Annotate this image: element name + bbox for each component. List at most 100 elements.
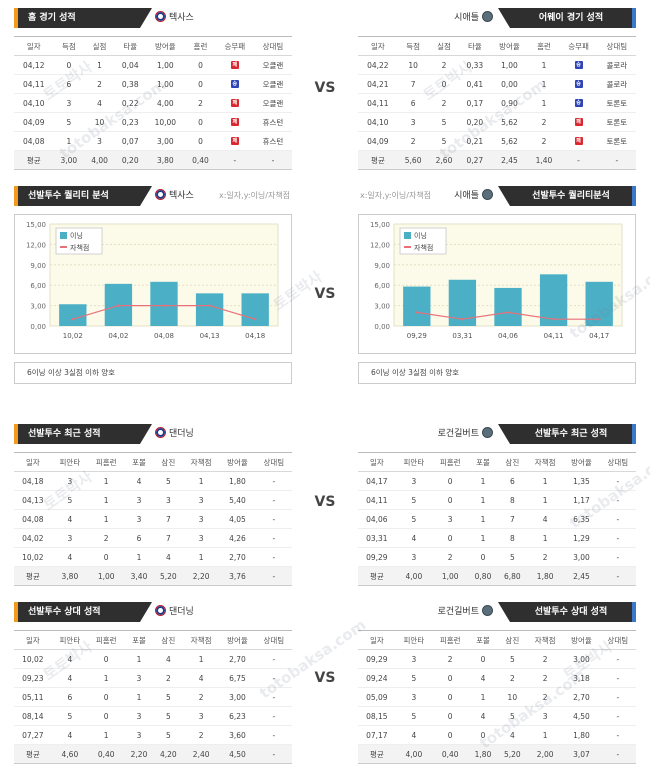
table-cell: 4: [395, 725, 433, 745]
average-row: 평균 3,80 1,00 3,40 5,20 2,20 3,76-: [14, 566, 292, 586]
table-cell: -: [599, 509, 636, 529]
table-cell: 3: [395, 649, 433, 669]
table-cell: 4: [51, 725, 89, 745]
average-cell: 평균: [358, 150, 398, 170]
table-cell: 2: [526, 668, 564, 688]
table-cell: 2: [84, 74, 115, 94]
table-cell: 0: [88, 706, 125, 726]
table-cell: 04,21: [358, 74, 398, 94]
table-cell: 5: [53, 112, 85, 132]
table-cell: 3: [53, 93, 85, 113]
column-header: 일자: [358, 630, 396, 650]
table-cell: 04,02: [14, 528, 52, 548]
quality-note: 6이닝 이상 3실점 이하 양호: [358, 362, 636, 384]
column-header: 포볼: [124, 452, 154, 472]
column-header: 자책점: [182, 452, 220, 472]
vs-label: VS: [314, 80, 336, 96]
average-row: 평균 3,00 4,00 0,20 3,80 0,40- -: [14, 150, 292, 170]
table-cell: 04,11: [358, 490, 396, 510]
x-tick-label: 04,17: [589, 332, 609, 340]
pitcher-label: 로건길버트: [438, 424, 496, 444]
table-row: 09,23 4 1 3 2 4 6,75-: [14, 668, 292, 688]
column-header: 일자: [358, 452, 396, 472]
table-cell: 04,13: [14, 490, 52, 510]
column-header: 상대팀: [597, 36, 636, 56]
table-cell: 2: [182, 725, 220, 745]
rangers-logo-icon: [155, 427, 166, 438]
table-cell: 1: [124, 649, 154, 669]
table-cell: 0: [185, 55, 216, 75]
result-cell: 승: [559, 55, 598, 75]
table-cell: 4: [468, 668, 498, 688]
table-row: 04,10 3 5 0,20 5,62 2 패 토론토: [358, 112, 636, 132]
average-cell: 3,80: [145, 150, 186, 170]
result-cell: 승: [559, 74, 598, 94]
table-cell: 0,41: [459, 74, 491, 94]
table-cell: 1: [84, 55, 115, 75]
column-header: 방어율: [490, 36, 529, 56]
table-cell: 04,08: [14, 509, 52, 529]
legend-box: [399, 227, 447, 255]
table-row: 04,11 6 2 0,17 0,90 1 승 토론토: [358, 93, 636, 113]
vs-label: VS: [314, 494, 336, 510]
average-cell: 2,60: [428, 150, 460, 170]
table-cell: 0,04: [114, 55, 146, 75]
column-header: 삼진: [153, 452, 183, 472]
table-cell: 4,50: [563, 706, 600, 726]
table-cell: 09,29: [358, 547, 396, 567]
point-earned-runs: [461, 318, 464, 321]
legend-label-innings: 이닝: [70, 231, 83, 240]
column-header: 피홈런: [88, 630, 125, 650]
column-header: 타율: [114, 36, 146, 56]
average-cell: 4,00: [84, 150, 115, 170]
table-cell: 0: [468, 547, 498, 567]
table-cell: 2: [526, 687, 564, 707]
table-cell: 4: [153, 547, 183, 567]
table-cell: -: [599, 725, 636, 745]
pitcher-vs-table: 일자 피안타 피홈런 포볼 삼진 자책점 방어율 상대팀 09,29 3 2 0 5 2 3,00-09,2…: [358, 630, 636, 764]
pitcher-name: 댄더닝: [169, 429, 194, 439]
pitcher-recent-panel: 로건길버트 선발투수 최근 성적 일자 피안타 피홈런 포볼 삼진 자책점 방어율 상대팀 04…: [358, 424, 636, 586]
table-cell: 7: [397, 74, 429, 94]
table-cell: 5: [395, 668, 433, 688]
table-cell: 08,15: [358, 706, 396, 726]
table-cell: 5: [497, 649, 527, 669]
table-cell: -: [599, 649, 636, 669]
table-cell: 1,35: [563, 471, 600, 491]
table-cell: 1: [88, 668, 125, 688]
legend-swatch-innings: [404, 232, 411, 239]
quality-note: 6이닝 이상 3실점 이하 양호: [14, 362, 292, 384]
table-cell: 3: [153, 490, 183, 510]
result-cell: 승: [215, 74, 254, 94]
table-cell: -: [255, 547, 292, 567]
table-row: 03,31 4 0 1 8 1 1,29-: [358, 528, 636, 548]
table-cell: 오클랜: [253, 74, 292, 94]
table-cell: 1: [124, 687, 154, 707]
table-cell: 1: [526, 471, 564, 491]
pitcher-name: 로건길버트: [437, 429, 479, 439]
team-name: 시애틀: [454, 13, 479, 23]
table-cell: 0,22: [114, 93, 146, 113]
table-cell: 10: [397, 55, 429, 75]
x-tick-label: 09,29: [407, 332, 427, 340]
x-tick-label: 03,31: [452, 332, 472, 340]
column-header: 일자: [14, 36, 54, 56]
table-cell: 04,10: [358, 112, 398, 132]
point-earned-runs: [552, 318, 555, 321]
table-row: 04,08 4 1 3 7 3 4,05-: [14, 509, 292, 529]
table-cell: 1: [88, 471, 125, 491]
team-name: 텍사스: [169, 13, 194, 23]
table-row: 04,06 5 3 1 7 4 6,35-: [358, 509, 636, 529]
table-cell: 0: [432, 725, 469, 745]
table-cell: 0: [185, 112, 216, 132]
home-record-table: 일자 득점 실점 타율 방어율 홈런 승무패 상대팀 04,12 0 1 0,04 1,00 0 패 오클랜 0…: [14, 36, 292, 170]
x-tick-label: 04,11: [544, 332, 564, 340]
table-cell: 10,00: [145, 112, 186, 132]
column-header: 상대팀: [253, 36, 292, 56]
table-row: 04,11 6 2 0,38 1,00 0 승 오클랜: [14, 74, 292, 94]
table-cell: 5,62: [490, 112, 529, 132]
result-badge: 패: [230, 99, 239, 107]
average-cell: 0,40: [432, 744, 469, 764]
table-row: 07,17 4 0 0 4 1 1,80-: [358, 725, 636, 745]
table-cell: 2: [526, 649, 564, 669]
